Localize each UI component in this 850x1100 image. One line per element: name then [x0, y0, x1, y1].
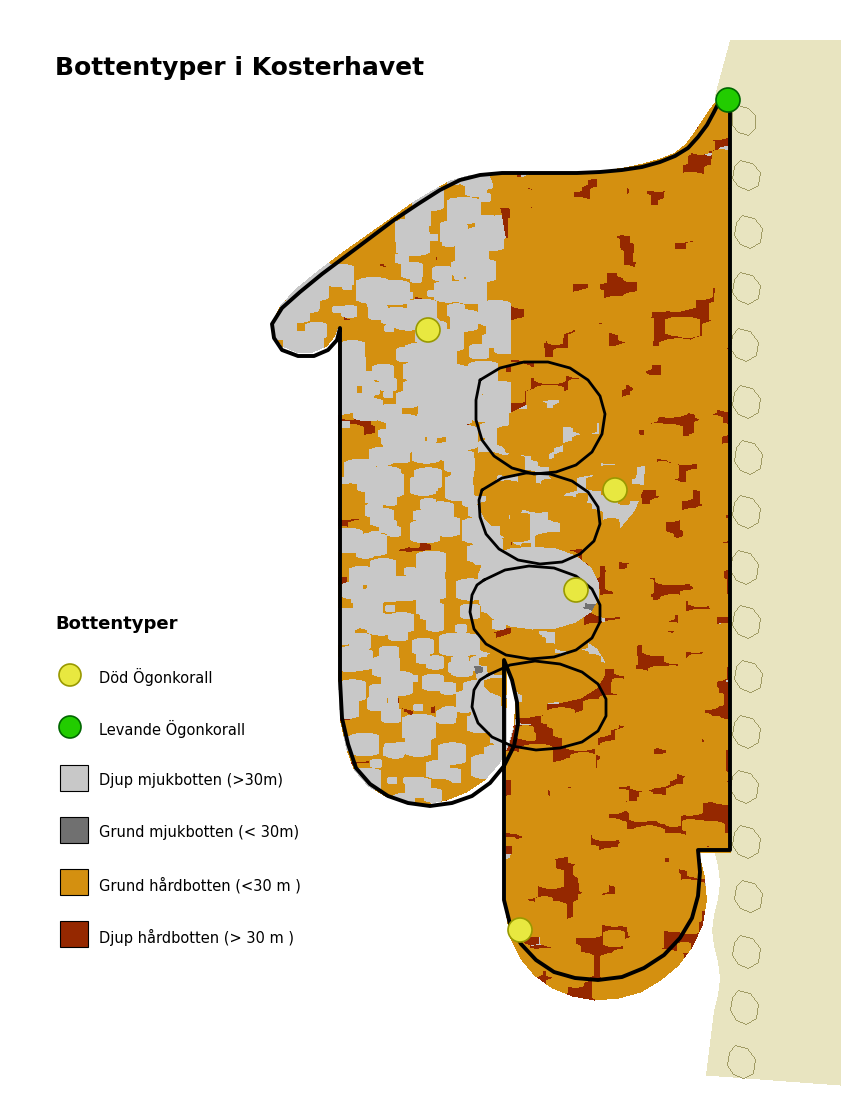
Circle shape	[416, 318, 440, 342]
Text: Bottentyper: Bottentyper	[55, 615, 178, 632]
Text: Grund hårdbotten (<30 m ): Grund hårdbotten (<30 m )	[99, 877, 301, 893]
Circle shape	[564, 578, 588, 602]
Circle shape	[603, 478, 627, 502]
Text: Grund mjukbotten (< 30m): Grund mjukbotten (< 30m)	[99, 825, 299, 840]
Bar	[60, 869, 88, 895]
Text: Bottentyper i Kosterhavet: Bottentyper i Kosterhavet	[55, 56, 424, 80]
Bar	[60, 817, 88, 843]
Text: Död Ögonkorall: Död Ögonkorall	[99, 668, 212, 686]
Circle shape	[59, 716, 81, 738]
Bar	[60, 764, 88, 791]
Text: Djup mjukbotten (>30m): Djup mjukbotten (>30m)	[99, 773, 283, 789]
Circle shape	[508, 918, 532, 942]
Bar	[60, 921, 88, 947]
Text: Djup hårdbotten (> 30 m ): Djup hårdbotten (> 30 m )	[99, 928, 294, 946]
Circle shape	[716, 88, 740, 112]
Text: Levande Ögonkorall: Levande Ögonkorall	[99, 720, 245, 738]
Circle shape	[59, 664, 81, 686]
